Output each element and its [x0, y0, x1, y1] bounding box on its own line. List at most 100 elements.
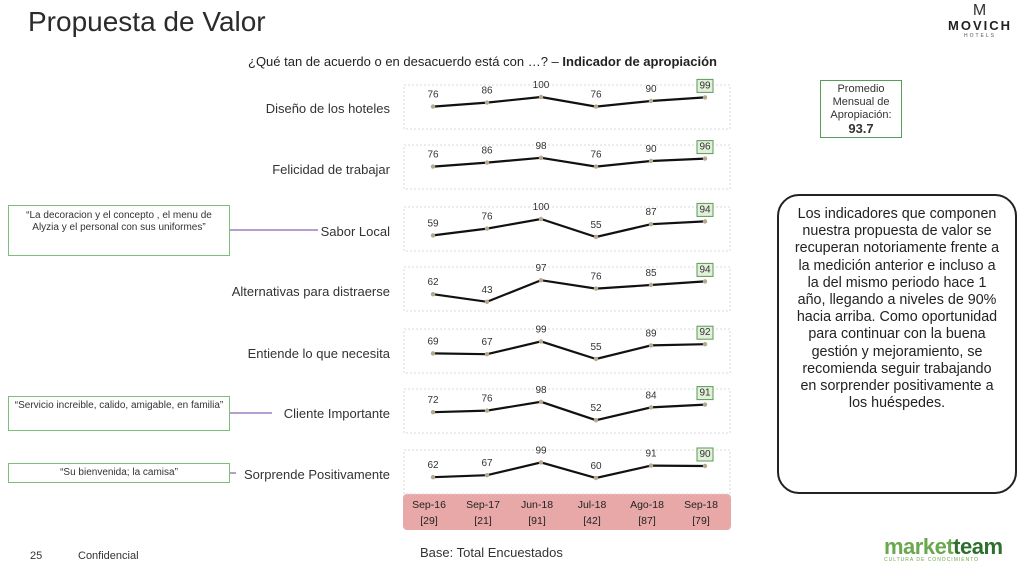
average-label-2: Mensual de [832, 96, 890, 108]
highlight-box-3 [696, 262, 714, 277]
data-point-4-4 [648, 343, 654, 348]
data-point-6-5 [702, 463, 708, 469]
page-title: Propuesta de Valor [28, 6, 266, 37]
data-point-0-3 [593, 104, 599, 109]
quote-cliente-importante: “Servicio increible, calido, amigable, e… [8, 396, 230, 431]
data-point-6-2 [538, 460, 544, 465]
data-point-6-0 [430, 475, 436, 480]
series-line-6 [432, 461, 706, 480]
data-point-2-0 [430, 233, 436, 238]
data-label-4-1: 67 [481, 337, 493, 348]
data-point-0-2 [538, 94, 544, 100]
confidential-label: Confidencial [78, 550, 139, 562]
data-label-4-3: 55 [590, 342, 602, 353]
data-label-4-5: 92 [699, 327, 711, 338]
row-frame-4 [403, 328, 731, 374]
brand-logo: M MOVICH HOTELS [942, 3, 1018, 50]
data-point-5-0 [430, 410, 436, 415]
data-label-3-2: 97 [535, 263, 547, 274]
series-line-2 [432, 217, 706, 239]
quote-sabor-local: “La decoracion y el concepto , el menu d… [8, 205, 230, 256]
data-label-4-0: 69 [427, 336, 439, 347]
data-point-4-3 [593, 356, 599, 362]
data-label-3-0: 62 [427, 277, 439, 288]
series-line-3 [432, 279, 706, 303]
data-label-6-1: 67 [481, 458, 493, 469]
average-box: Promedio Mensual de Apropiación: 93.7 [820, 80, 902, 138]
data-label-0-3: 76 [590, 90, 602, 101]
data-label-2-3: 55 [590, 220, 602, 231]
page-number: 25 [30, 550, 43, 562]
average-value: 93.7 [848, 121, 874, 136]
data-label-0-0: 76 [427, 90, 439, 101]
data-label-1-1: 86 [481, 146, 493, 157]
series-line-4 [432, 340, 706, 361]
data-point-1-4 [648, 158, 654, 164]
series-line-5 [432, 400, 706, 422]
data-point-3-3 [593, 286, 599, 291]
data-label-2-1: 76 [481, 212, 493, 223]
base-note: Base: Total Encuestados [420, 545, 563, 560]
data-point-0-5 [702, 95, 708, 100]
data-label-3-1: 43 [481, 285, 493, 296]
marketteam-tagline: CULTURA DE CONOCIMIENTO [884, 557, 980, 563]
brand-name: MOVICH [948, 18, 1012, 33]
row-label-1: Felicidad de trabajar [272, 162, 390, 177]
highlight-box-2 [696, 202, 714, 217]
data-label-2-5: 94 [699, 204, 711, 215]
row-label-2: Sabor Local [320, 224, 390, 239]
data-point-4-2 [538, 339, 544, 344]
row-frame-3 [403, 266, 731, 312]
data-label-1-3: 76 [590, 150, 602, 161]
data-label-4-4: 89 [645, 328, 657, 339]
data-label-1-4: 90 [645, 144, 657, 155]
data-point-5-2 [538, 399, 544, 404]
data-label-3-5: 94 [699, 264, 711, 275]
data-point-2-5 [702, 219, 708, 224]
data-point-0-4 [648, 98, 654, 104]
highlight-box-5 [696, 386, 714, 401]
quote-sorprende: “Su bienvenida; la camisa” [8, 463, 230, 483]
data-label-5-5: 91 [699, 388, 711, 399]
data-point-5-4 [648, 405, 654, 410]
data-point-6-1 [484, 473, 490, 478]
subtitle-indicator: Indicador de apropiación [562, 54, 717, 69]
average-label-3: Apropiación: [830, 109, 892, 121]
data-point-3-5 [702, 279, 708, 284]
data-label-3-3: 76 [590, 272, 602, 283]
row-frame-5 [403, 388, 731, 434]
series-line-0 [432, 95, 706, 108]
data-point-4-0 [430, 351, 436, 356]
highlight-box-4 [696, 325, 714, 340]
data-point-5-5 [702, 402, 708, 407]
row-label-0: Diseño de los hoteles [265, 101, 390, 116]
data-label-1-0: 76 [427, 150, 439, 161]
average-label-1: Promedio [837, 83, 885, 95]
data-point-2-1 [484, 226, 490, 231]
data-label-6-0: 62 [427, 460, 439, 471]
series-line-1 [432, 156, 706, 168]
data-point-1-1 [484, 160, 490, 165]
data-label-0-1: 86 [481, 86, 493, 97]
data-point-2-2 [538, 216, 544, 222]
data-label-5-3: 52 [590, 403, 602, 414]
marketteam-logo: marketteam CULTURA DE CONOCIMIENTO [884, 534, 1020, 574]
highlight-box-0 [696, 78, 714, 93]
marketteam-part2: team [953, 534, 1003, 559]
insight-callout: Los indicadores que componen nuestra pro… [777, 194, 1017, 494]
data-label-0-4: 90 [645, 84, 657, 95]
data-label-5-4: 84 [645, 390, 657, 401]
data-label-1-5: 96 [699, 142, 711, 153]
data-point-1-3 [593, 164, 599, 169]
brand-sub: HOTELS [963, 33, 996, 39]
x-axis-band [403, 494, 731, 530]
highlight-box-1 [696, 140, 714, 155]
data-point-3-1 [484, 299, 490, 304]
data-point-1-2 [538, 155, 544, 160]
data-label-6-2: 99 [535, 445, 547, 456]
data-point-3-4 [648, 282, 654, 288]
data-point-4-1 [484, 352, 490, 357]
data-label-3-4: 85 [645, 268, 657, 279]
chart-subtitle: ¿Qué tan de acuerdo o en desacuerdo está… [248, 54, 717, 69]
data-point-1-5 [702, 156, 708, 161]
